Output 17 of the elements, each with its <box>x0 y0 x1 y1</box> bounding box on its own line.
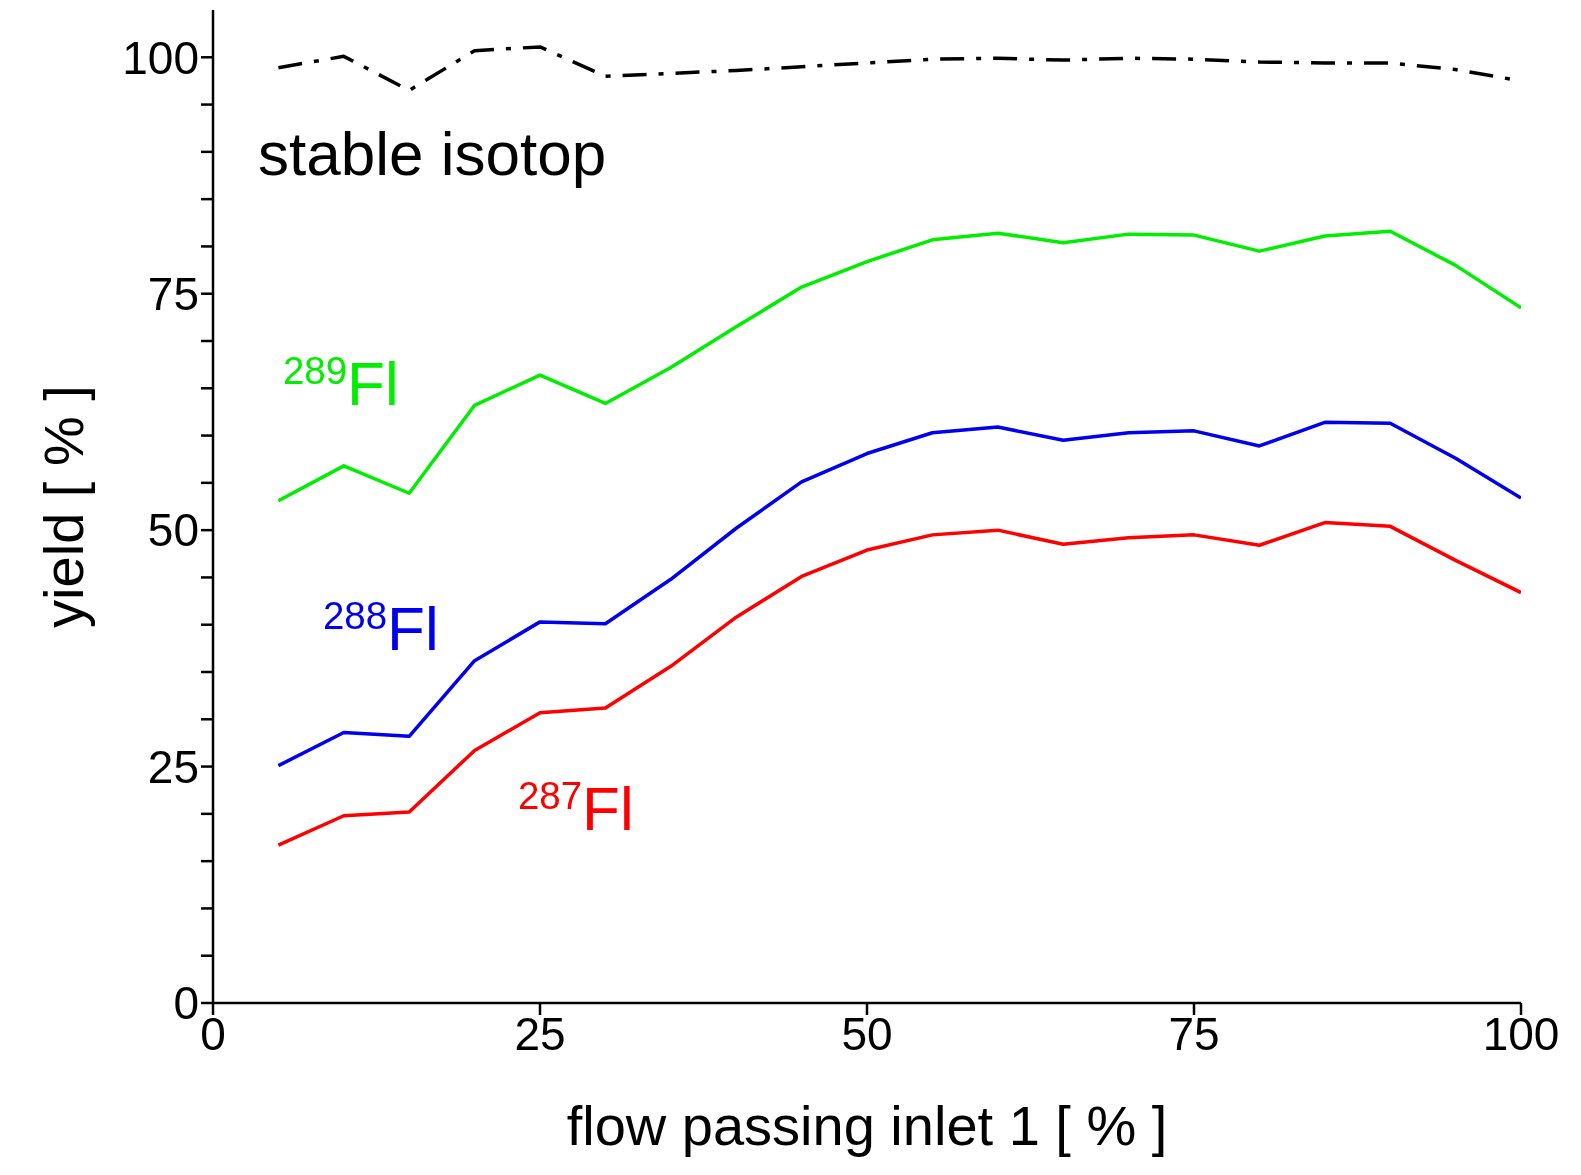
y-tick-label: 100 <box>122 31 199 84</box>
y-tick-label: 75 <box>147 268 199 321</box>
y-tick-label: 50 <box>147 504 199 557</box>
x-tick-label: 75 <box>1168 1007 1220 1060</box>
x-tick-label: 50 <box>841 1007 893 1060</box>
y-axis-title: yield [ % ] <box>31 385 95 628</box>
x-axis-title: flow passing inlet 1 [ % ] <box>566 1094 1168 1157</box>
series-label: $^{289}$Fl <box>283 348 399 418</box>
line-series <box>276 520 1521 847</box>
x-tick-label: 25 <box>514 1007 566 1060</box>
x-tick-label: 100 <box>1482 1007 1560 1060</box>
series-label: $^{288}$Fl <box>323 593 439 663</box>
series-label: stable isotop <box>258 119 607 188</box>
series-label: $^{287}$Fl <box>518 773 634 843</box>
line-series <box>276 229 1521 503</box>
line-series <box>276 420 1521 768</box>
y-tick-label: 25 <box>147 740 199 793</box>
